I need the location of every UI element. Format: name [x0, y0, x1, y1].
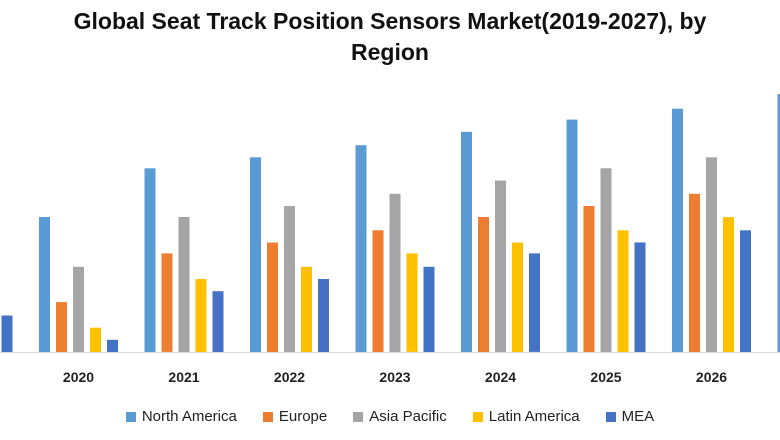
bar-mea-2022 — [318, 279, 329, 352]
legend-item-asia-pacific: Asia Pacific — [353, 408, 447, 425]
legend-item-mea: MEA — [605, 408, 655, 425]
x-tick-label-2022: 2022 — [274, 369, 305, 385]
bar-mea-2026 — [740, 230, 751, 352]
x-tick-label-2023: 2023 — [379, 369, 410, 385]
bar-latin-america-2023 — [406, 253, 418, 352]
legend-item-latin-america: Latin America — [472, 408, 580, 425]
bar-north-america-2027 — [777, 94, 780, 352]
bar-north-america-2025 — [566, 119, 578, 352]
chart-title-line-2: Region — [351, 39, 429, 65]
bar-asia-pacific-2023 — [389, 193, 401, 352]
bar-asia-pacific-2022 — [284, 206, 295, 352]
legend-swatch — [262, 411, 273, 422]
bar-asia-pacific-2024 — [495, 180, 506, 352]
bar-latin-america-2024 — [512, 242, 523, 352]
bar-mea-2025 — [634, 242, 646, 352]
x-tick-label-2020: 2020 — [63, 369, 94, 385]
legend-label: North America — [141, 408, 237, 425]
legend-label: Asia Pacific — [369, 408, 447, 425]
bar-europe-2026 — [689, 193, 700, 352]
bar-latin-america-2020 — [90, 327, 101, 352]
bar-north-america-2022 — [250, 157, 261, 352]
bar-latin-america-2026 — [723, 217, 734, 352]
x-tick-label-2026: 2026 — [696, 369, 727, 385]
bar-latin-america-2022 — [301, 266, 312, 352]
bar-asia-pacific-2021 — [178, 217, 190, 352]
bar-asia-pacific-2025 — [600, 168, 612, 352]
legend-swatch — [472, 411, 483, 422]
x-tick-label-2025: 2025 — [590, 369, 621, 385]
legend: North America Europe Asia Pacific Latin Ame… — [0, 408, 780, 425]
bar-group — [1, 94, 780, 352]
bar-mea-2023 — [423, 266, 435, 352]
x-tick-label-2024: 2024 — [485, 369, 516, 385]
x-tick-label-2021: 2021 — [168, 369, 199, 385]
bar-europe-2020 — [56, 302, 67, 352]
legend-label: Europe — [278, 408, 328, 425]
x-tick-labels: 2020 2021 2022 2023 2024 2025 2026 — [63, 369, 727, 385]
bar-latin-america-2025 — [617, 230, 629, 352]
bar-europe-2022 — [267, 242, 278, 352]
chart-title: Global Seat Track Position Sensors Marke… — [0, 6, 780, 68]
bar-europe-2021 — [161, 253, 173, 352]
bar-asia-pacific-2020 — [73, 266, 84, 352]
bar-europe-2024 — [478, 217, 489, 352]
bar-north-america-2023 — [355, 145, 367, 352]
legend-item-europe: Europe — [262, 408, 328, 425]
legend-swatch — [353, 411, 364, 422]
bar-north-america-2024 — [461, 131, 472, 352]
legend-swatch — [605, 411, 616, 422]
bar-europe-2025 — [583, 206, 595, 352]
bar-north-america-2021 — [144, 168, 156, 352]
legend-label: Latin America — [488, 408, 580, 425]
chart-title-line-1: Global Seat Track Position Sensors Marke… — [73, 8, 707, 34]
bar-europe-2023 — [372, 230, 384, 352]
bar-north-america-2020 — [39, 217, 50, 352]
bar-north-america-2026 — [672, 108, 683, 352]
bar-mea-2020 — [107, 339, 118, 352]
legend-label: MEA — [621, 408, 655, 425]
bar-asia-pacific-2026 — [706, 157, 717, 352]
bar-mea-2024 — [529, 253, 540, 352]
legend-item-north-america: North America — [125, 408, 237, 425]
bar-mea-2021 — [212, 291, 224, 352]
bar-mea-2019 — [1, 315, 13, 352]
bar-latin-america-2021 — [195, 279, 207, 352]
legend-swatch — [125, 411, 136, 422]
